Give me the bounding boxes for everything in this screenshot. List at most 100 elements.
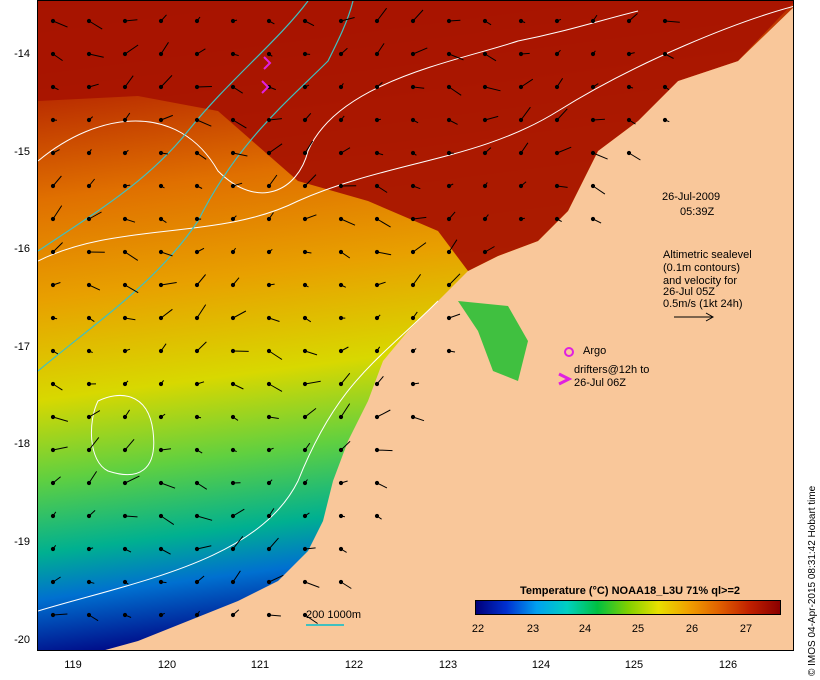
argo-marker xyxy=(564,347,574,357)
velocity-arrow-origin xyxy=(194,150,200,156)
velocity-arrow-origin xyxy=(194,51,200,57)
velocity-arrow-origin xyxy=(410,150,416,156)
velocity-arrow xyxy=(448,273,461,286)
velocity-arrow-origin xyxy=(302,513,308,519)
velocity-arrow-origin xyxy=(230,579,236,585)
drifter-chevron xyxy=(558,372,573,386)
velocity-arrow-origin xyxy=(266,546,272,552)
velocity-arrow-origin xyxy=(374,480,380,486)
y-tick: -15 xyxy=(14,146,30,158)
colorbar-tick: 26 xyxy=(685,623,699,635)
velocity-arrow-origin xyxy=(50,447,56,453)
velocity-arrow-origin xyxy=(446,51,452,57)
velocity-arrow-origin xyxy=(410,18,416,24)
velocity-arrow xyxy=(52,613,68,616)
velocity-arrow xyxy=(160,75,173,88)
time-label: 05:39Z xyxy=(680,206,715,218)
x-tick: 120 xyxy=(157,659,177,671)
velocity-arrow-origin xyxy=(158,18,164,24)
velocity-arrow-origin xyxy=(50,381,56,387)
velocity-arrow-origin xyxy=(482,18,488,24)
velocity-arrow-origin xyxy=(122,579,128,585)
velocity-arrow-origin xyxy=(86,348,92,354)
velocity-arrow-origin xyxy=(230,84,236,90)
velocity-arrow xyxy=(196,304,207,319)
velocity-arrow xyxy=(556,108,568,121)
velocity-arrow-origin xyxy=(158,480,164,486)
velocity-arrow-origin xyxy=(446,315,452,321)
velocity-arrow xyxy=(304,140,314,154)
velocity-arrow-origin xyxy=(86,150,92,156)
velocity-arrow-origin xyxy=(338,249,344,255)
velocity-arrow-origin xyxy=(338,84,344,90)
velocity-arrow-origin xyxy=(266,579,272,585)
velocity-arrow-origin xyxy=(122,282,128,288)
velocity-arrow-origin xyxy=(662,117,668,123)
velocity-arrow-origin xyxy=(50,150,56,156)
velocity-arrow-origin xyxy=(194,84,200,90)
colorbar-tick: 24 xyxy=(578,623,592,635)
y-tick: -18 xyxy=(14,438,30,450)
velocity-arrow-origin xyxy=(50,315,56,321)
velocity-arrow xyxy=(196,274,206,286)
velocity-arrow-origin xyxy=(194,216,200,222)
velocity-arrow-origin xyxy=(338,480,344,486)
velocity-arrow xyxy=(664,20,680,23)
velocity-arrow-origin xyxy=(266,18,272,24)
y-tick: -17 xyxy=(14,341,30,353)
velocity-arrow xyxy=(232,508,245,517)
x-tick: 126 xyxy=(718,659,738,671)
velocity-arrow xyxy=(124,284,139,294)
velocity-arrow-origin xyxy=(86,51,92,57)
velocity-arrow-origin xyxy=(374,315,380,321)
velocity-arrow-origin xyxy=(410,414,416,420)
velocity-arrow-origin xyxy=(158,183,164,189)
velocity-arrow xyxy=(304,408,317,418)
velocity-arrow-origin xyxy=(662,51,668,57)
velocity-arrow-origin xyxy=(86,381,92,387)
velocity-arrow-origin xyxy=(266,480,272,486)
velocity-arrow xyxy=(412,216,427,220)
velocity-arrow xyxy=(268,143,283,154)
x-tick: 125 xyxy=(624,659,644,671)
velocity-arrow xyxy=(268,574,284,583)
velocity-arrow-origin xyxy=(518,18,524,24)
velocity-arrow-origin xyxy=(410,249,416,255)
velocity-arrow xyxy=(268,174,278,187)
velocity-arrow-origin xyxy=(410,183,416,189)
velocity-arrow xyxy=(232,152,248,157)
velocity-arrow-origin xyxy=(482,117,488,123)
velocity-arrow-origin xyxy=(590,18,596,24)
sealevel-contours xyxy=(38,6,793,612)
altimetry-line: Altimetric sealevel xyxy=(663,249,752,261)
velocity-arrow xyxy=(484,115,499,121)
velocity-arrow xyxy=(232,310,247,319)
velocity-arrow xyxy=(628,152,641,161)
velocity-arrow xyxy=(160,114,173,121)
velocity-arrow-origin xyxy=(194,348,200,354)
velocity-arrow-origin xyxy=(50,480,56,486)
velocity-arrow-origin xyxy=(122,117,128,123)
velocity-arrow-origin xyxy=(158,150,164,156)
velocity-arrow xyxy=(88,20,103,30)
velocity-arrow-origin xyxy=(590,216,596,222)
velocity-arrow-origin xyxy=(302,282,308,288)
velocity-arrow-origin xyxy=(266,51,272,57)
velocity-arrow xyxy=(52,242,63,253)
velocity-arrow-origin xyxy=(662,84,668,90)
velocity-arrow-origin xyxy=(374,513,380,519)
velocity-arrow-origin xyxy=(50,249,56,255)
velocity-arrow-origin xyxy=(554,150,560,156)
velocity-arrow xyxy=(52,205,63,220)
velocity-arrow-origin xyxy=(482,150,488,156)
velocity-arrow-origin xyxy=(374,348,380,354)
velocity-arrow xyxy=(412,274,422,286)
velocity-arrow xyxy=(412,242,427,253)
depth-legend-label: 200 1000m xyxy=(306,609,362,621)
velocity-arrow xyxy=(556,146,572,154)
velocity-arrow-origin xyxy=(230,612,236,618)
colorbar-title: Temperature (°C) NOAA18_L3U 71% ql>=2 xyxy=(520,585,740,597)
velocity-arrow-origin xyxy=(158,513,164,519)
velocity-arrow xyxy=(376,7,388,22)
velocity-arrow-origin xyxy=(230,18,236,24)
